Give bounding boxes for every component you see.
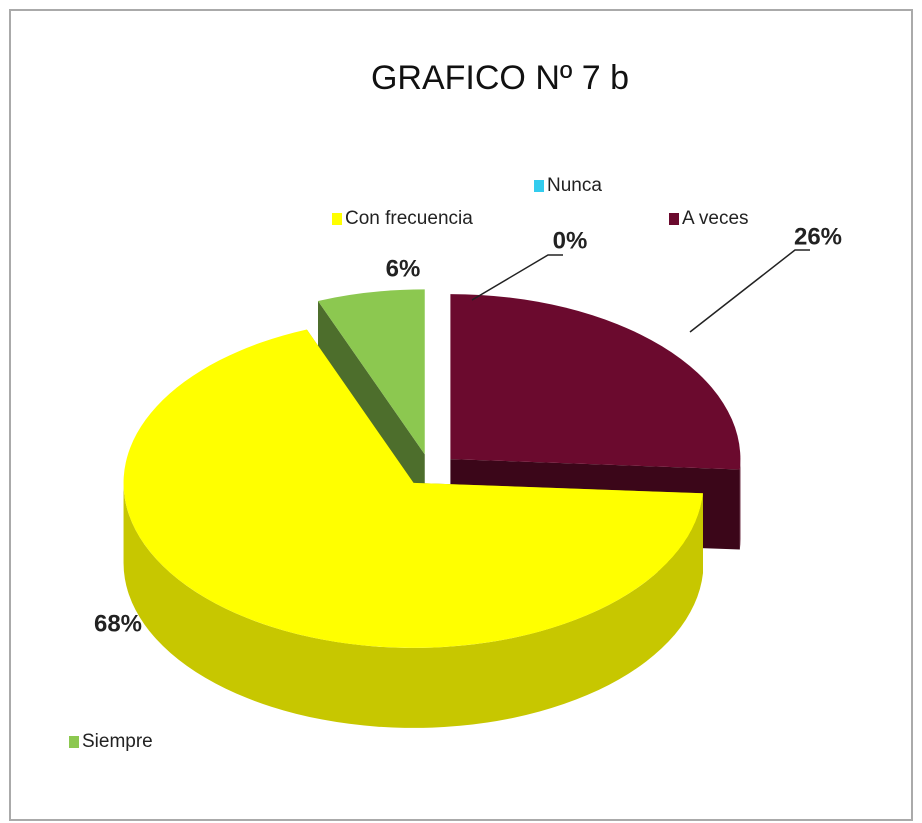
slice (450, 294, 741, 470)
value-label: 26% (794, 223, 842, 250)
legend-label: Nunca (547, 175, 602, 196)
legend-label: Siempre (82, 731, 153, 752)
legend-swatch (669, 213, 679, 225)
value-label: 0% (553, 227, 588, 254)
slice-side (123, 482, 703, 728)
legend-label: Con frecuencia (345, 208, 473, 229)
value-label: 6% (386, 255, 421, 282)
legend-swatch (534, 180, 544, 192)
leader-line (689, 249, 810, 333)
chart-title: GRAFICO Nº 7 b (371, 59, 629, 97)
legend-swatch (69, 736, 79, 748)
leader-line (471, 254, 563, 301)
legend-swatch (332, 213, 342, 225)
slice-side (739, 459, 741, 550)
slice (318, 289, 425, 455)
legend-label: A veces (682, 208, 749, 229)
slice (123, 329, 703, 648)
value-label: 68% (94, 610, 142, 637)
